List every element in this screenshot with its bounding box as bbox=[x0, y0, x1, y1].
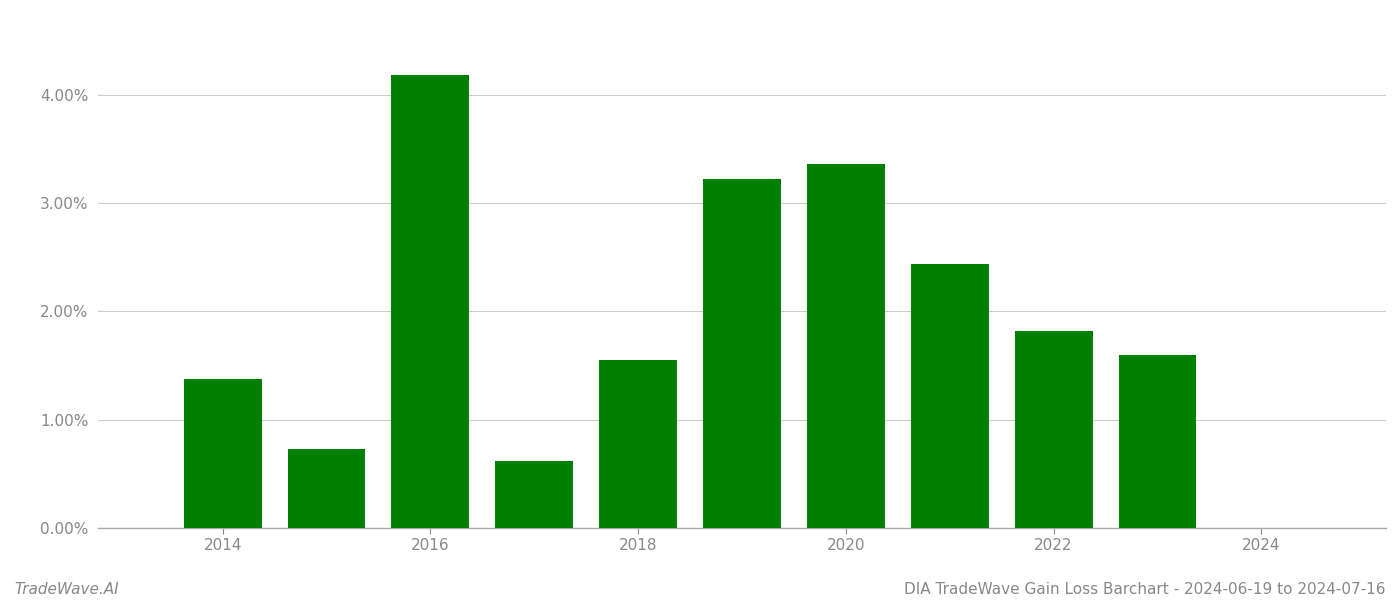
Bar bbox=[287, 449, 365, 528]
Bar bbox=[1015, 331, 1092, 528]
Bar bbox=[392, 76, 469, 528]
Bar bbox=[703, 179, 781, 528]
Bar bbox=[599, 360, 678, 528]
Bar bbox=[1119, 355, 1197, 528]
Text: TradeWave.AI: TradeWave.AI bbox=[14, 582, 119, 597]
Text: DIA TradeWave Gain Loss Barchart - 2024-06-19 to 2024-07-16: DIA TradeWave Gain Loss Barchart - 2024-… bbox=[904, 582, 1386, 597]
Bar bbox=[806, 164, 885, 528]
Bar bbox=[911, 264, 988, 528]
Bar bbox=[183, 379, 262, 528]
Bar bbox=[496, 461, 573, 528]
